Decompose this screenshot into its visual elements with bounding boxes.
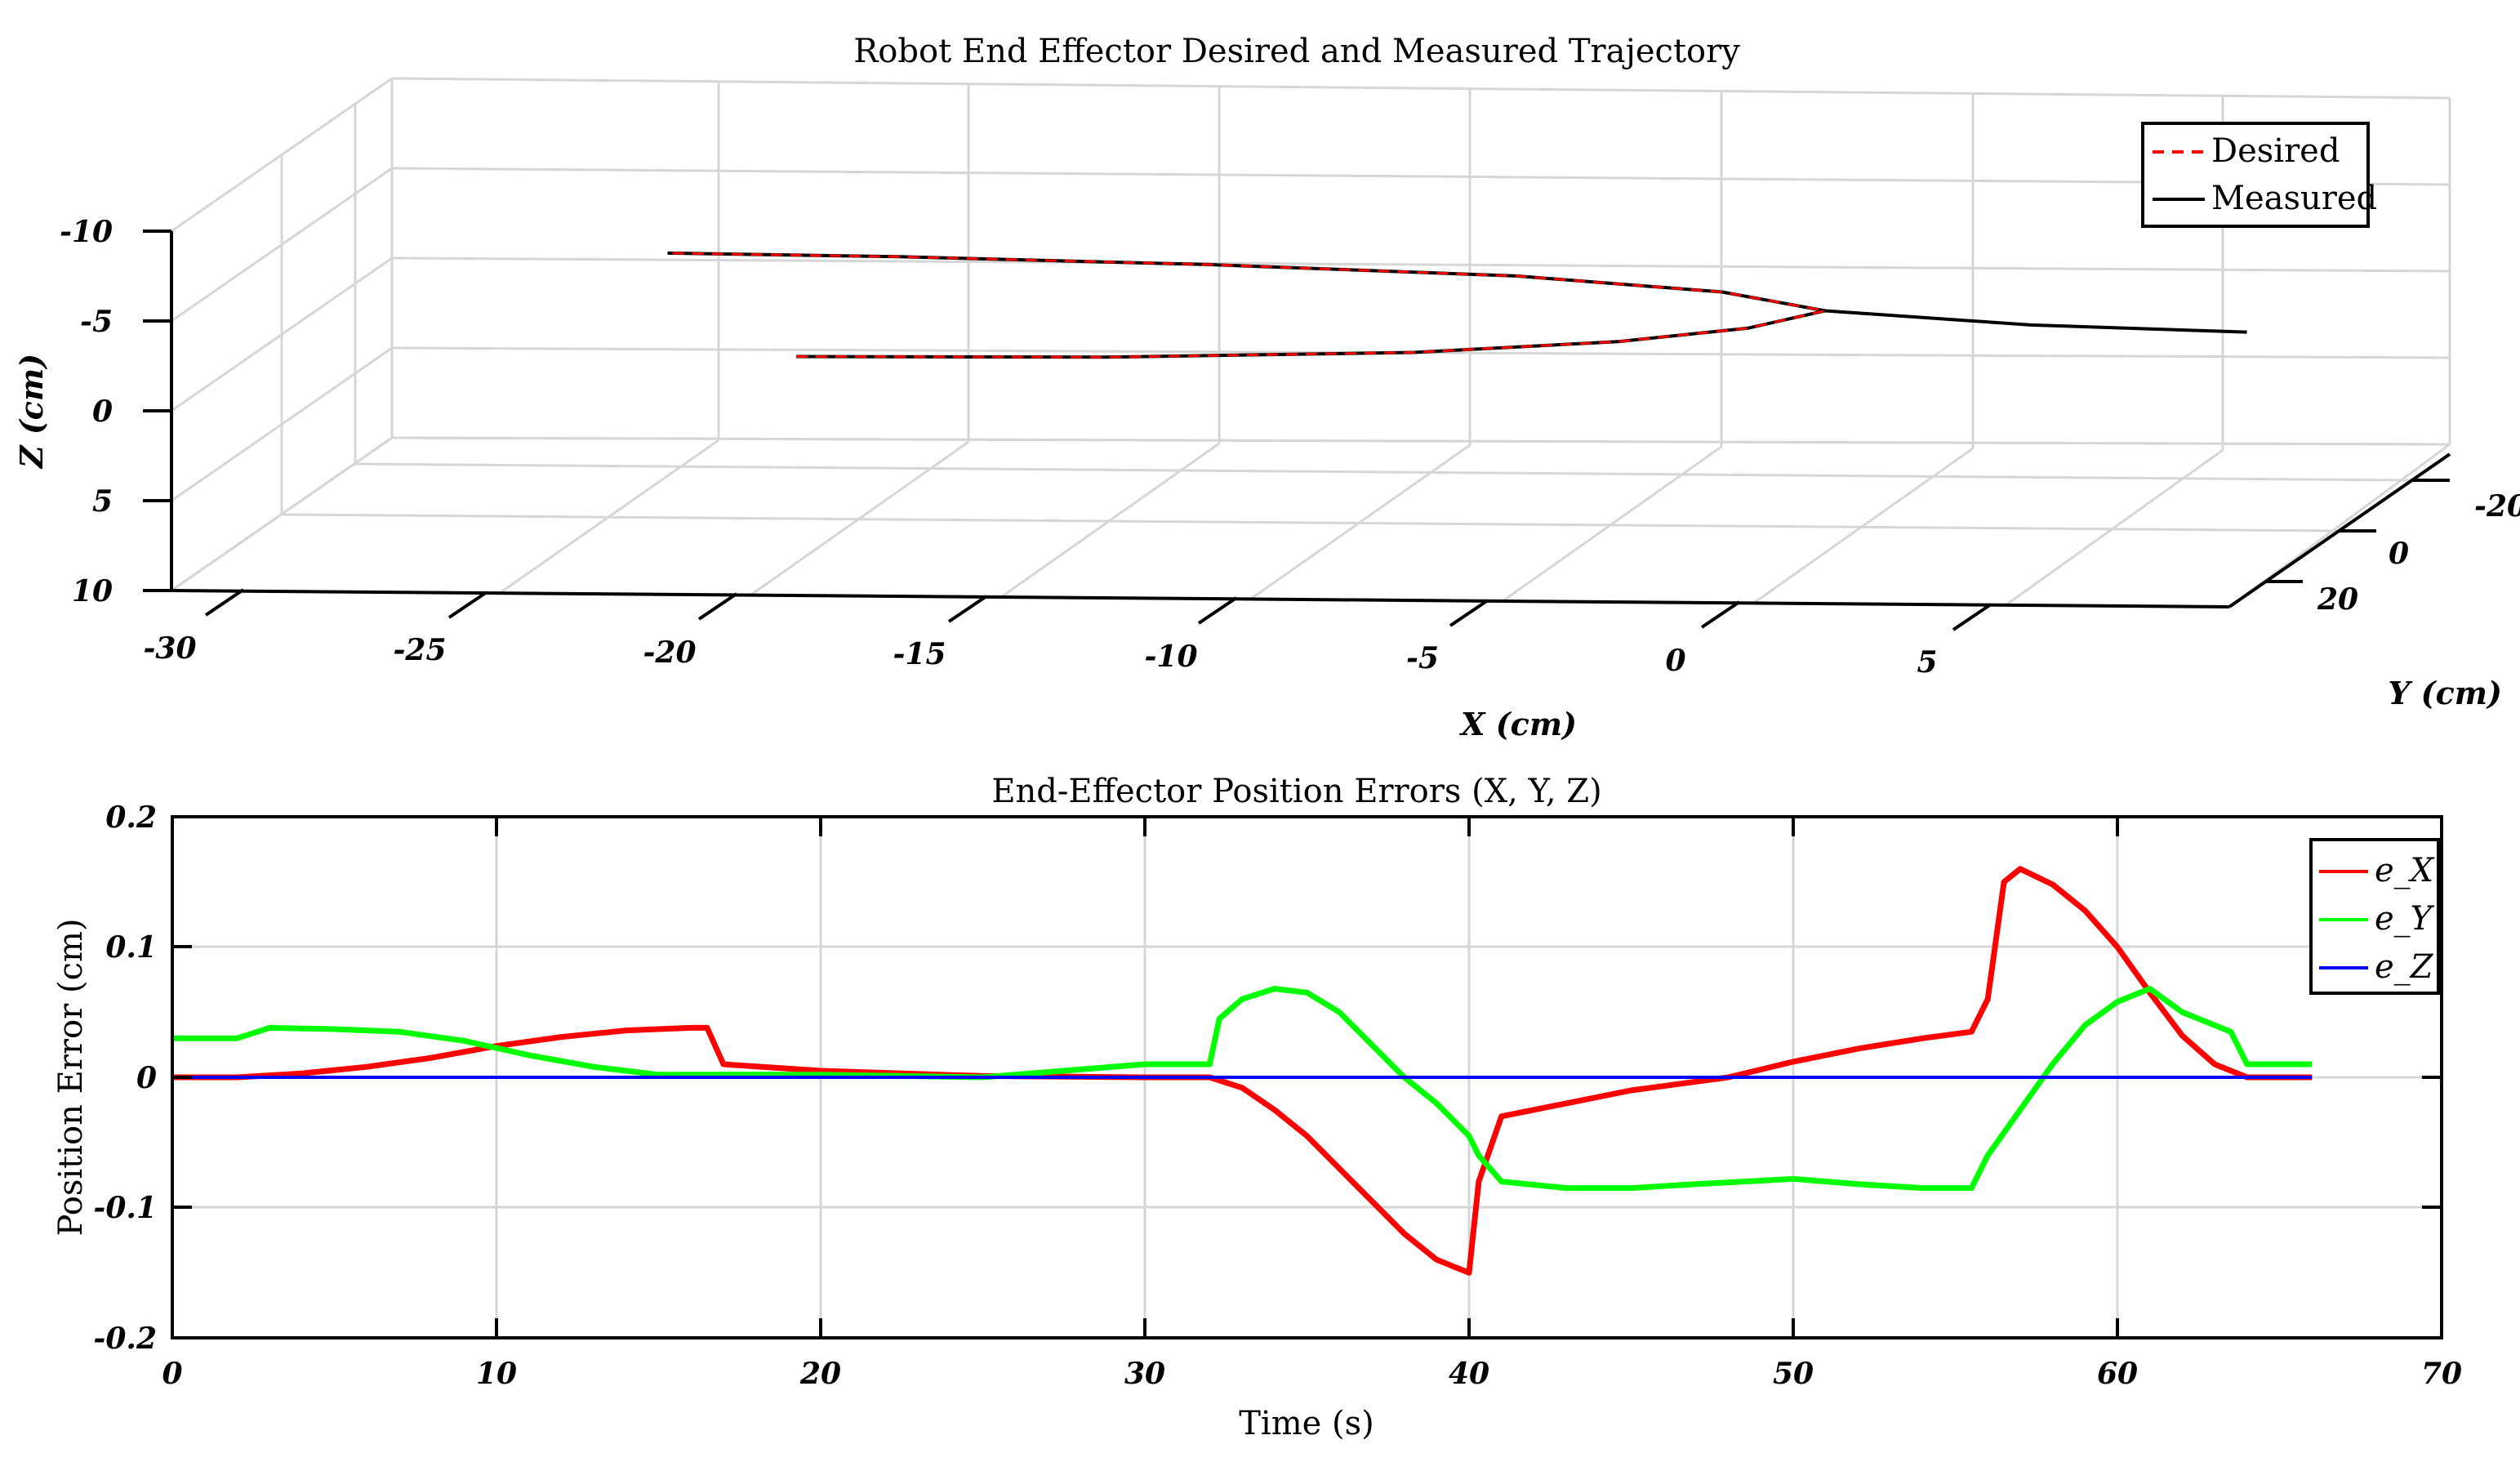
error-line-e-y [172, 986, 2313, 1192]
z-tick-label: 10 [72, 574, 113, 608]
x-tick-label: 5 [1917, 645, 1937, 680]
x-tick-label: 0 [1665, 644, 1685, 678]
error-axis-label: Position Error (cm) [52, 918, 90, 1236]
time-tick-label: 30 [1124, 1357, 1165, 1391]
y-axis-label: Y (cm) [2388, 675, 2502, 711]
legend-ex-e: e_X [2375, 852, 2435, 889]
errors-series [172, 866, 2313, 1276]
trajectory-line-measured-branch [1824, 309, 2247, 334]
axis-lines-3d [170, 231, 2451, 608]
time-tick-label: 60 [2097, 1357, 2138, 1391]
trajectory-chart-title: Robot End Effector Desired and Measured … [853, 33, 1740, 70]
x-tick-label: -5 [1406, 641, 1439, 675]
time-tick-label: 0 [162, 1357, 182, 1391]
legend-ez-label: e_Z [2375, 948, 2434, 986]
z-tick-label: -5 [80, 305, 113, 339]
legend-measured-label: Measured [2211, 180, 2377, 217]
errors-chart-title: End-Effector Position Errors (X, Y, Z) [991, 773, 1601, 810]
trajectory-3d-chart: Robot End Effector Desired and Measured … [13, 33, 2520, 742]
y-tick-label: 20 [2317, 582, 2358, 617]
errors-x-tick-labels: 0 10 20 30 40 50 60 70 [162, 1357, 2462, 1391]
y-tick-label: -20 [2474, 489, 2520, 524]
time-tick-label: 70 [2421, 1357, 2462, 1391]
errors-y-tick-labels: 0.2 0.1 0 -0.1 -0.2 [93, 800, 157, 1356]
time-tick-label: 40 [1449, 1357, 1489, 1391]
x-tick-label: -10 [1144, 640, 1197, 674]
z-axis-label: Z (cm) [13, 354, 50, 470]
error-tick-label: -0.2 [93, 1322, 157, 1356]
error-tick-label: 0.1 [105, 930, 157, 965]
z-tick-label: 5 [92, 484, 113, 519]
legend-ex-label: e_X [2375, 852, 2435, 889]
error-tick-label: 0.2 [105, 800, 157, 835]
y-tick-label: 0 [2389, 537, 2409, 571]
trajectory-line-measured [667, 251, 1826, 359]
z-axis-ticks: -10 -5 0 5 10 [60, 215, 171, 608]
time-axis-label: Time (s) [1239, 1405, 1374, 1442]
legend-ez-e: e_Z [2375, 948, 2434, 986]
legend-ey-e: e_Y [2375, 900, 2435, 938]
error-line-e-x [172, 866, 2313, 1276]
position-errors-chart: End-Effector Position Errors (X, Y, Z) [52, 773, 2462, 1442]
z-tick-label: -10 [60, 215, 113, 249]
trajectory-legend: Desired Measured [2141, 122, 2377, 228]
time-tick-label: 20 [799, 1357, 841, 1391]
time-tick-label: 10 [476, 1357, 517, 1391]
errors-legend: e_X e_Y e_Z [2309, 838, 2440, 995]
legend-desired-label: Desired [2211, 132, 2340, 170]
y-axis-ticks: -20 0 20 [2266, 479, 2520, 617]
x-axis-label: X (cm) [1459, 706, 1577, 742]
trajectory-series [667, 251, 2247, 359]
x-axis-ticks: -30 -25 -20 -15 -10 -5 0 5 [143, 588, 1992, 680]
x-tick-label: -30 [143, 631, 196, 666]
x-tick-label: -20 [643, 635, 696, 670]
z-tick-label: 0 [92, 394, 113, 429]
x-tick-label: -25 [393, 633, 446, 667]
x-tick-label: -15 [893, 637, 946, 671]
trajectory-line-desired [667, 252, 1826, 359]
floor-grid [171, 436, 2451, 608]
time-tick-label: 50 [1773, 1357, 1814, 1391]
error-tick-label: -0.1 [93, 1191, 157, 1225]
legend-ey-label: e_Y [2375, 900, 2435, 938]
error-tick-label: 0 [136, 1061, 157, 1095]
